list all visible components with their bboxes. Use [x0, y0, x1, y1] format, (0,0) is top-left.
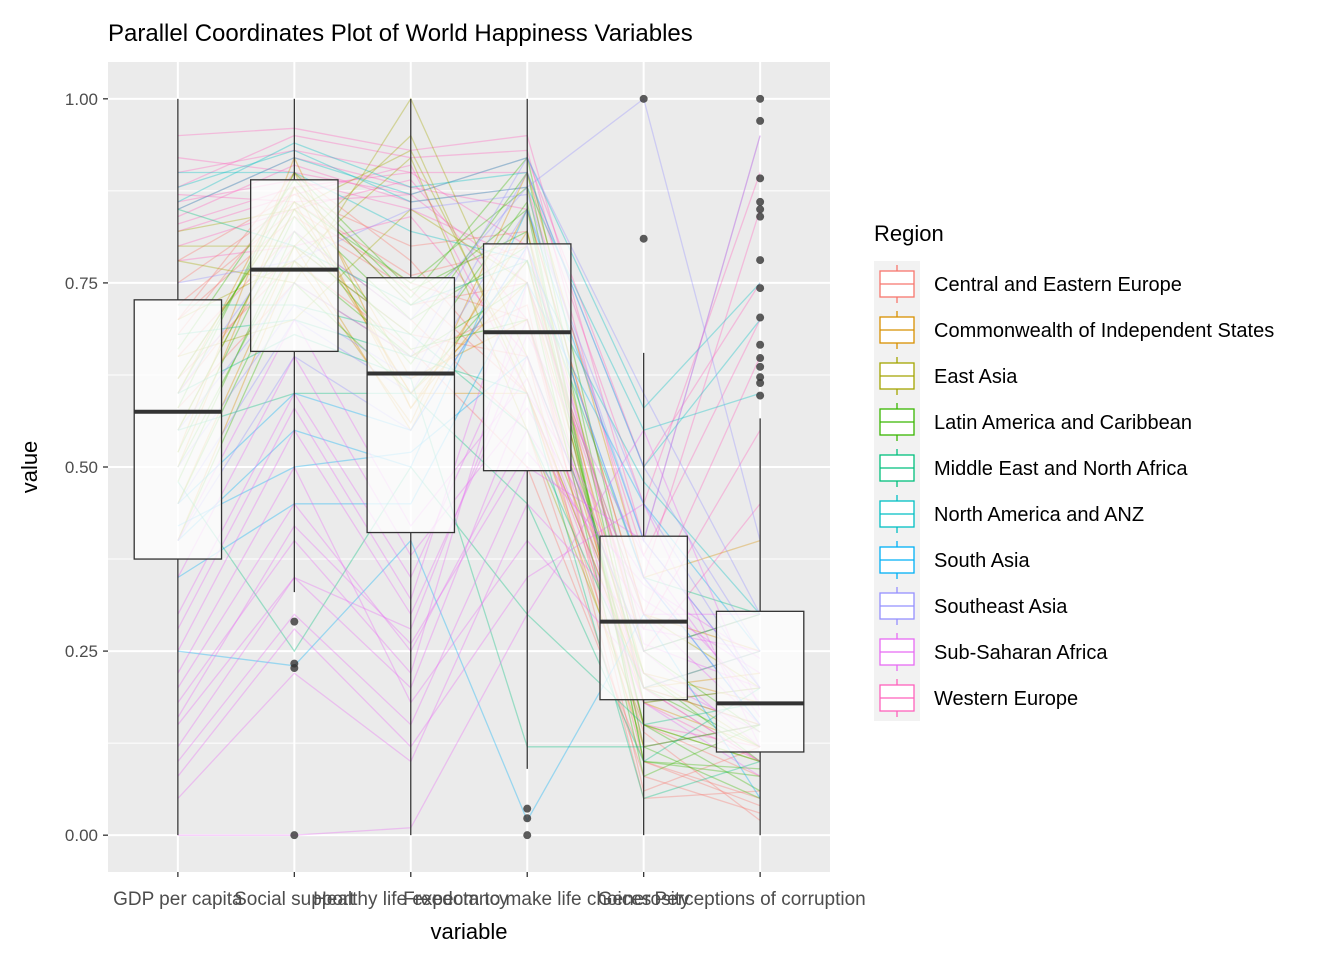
series-line — [177, 318, 761, 777]
outlier-point — [756, 391, 765, 400]
series-line — [177, 392, 761, 763]
legend-item: South Asia — [874, 537, 1031, 583]
legend-label: Southeast Asia — [934, 596, 1068, 618]
boxplot — [599, 94, 688, 836]
legend-item: East Asia — [874, 353, 1018, 399]
y-tick-label: 1.00 — [65, 90, 98, 109]
boxplot-box — [715, 610, 805, 753]
outlier-point — [756, 94, 765, 103]
y-tick-label: 0.25 — [65, 642, 98, 661]
outlier-point — [756, 205, 765, 214]
outlier-point — [756, 284, 765, 293]
y-tick-label: 0.75 — [65, 274, 98, 293]
boxplot-box — [599, 535, 688, 701]
outlier-point — [756, 373, 765, 382]
series-line — [177, 149, 761, 506]
legend-label: North America and ANZ — [934, 504, 1144, 526]
legend-item: Central and Eastern Europe — [874, 261, 1182, 307]
boxplot — [366, 98, 456, 836]
x-tick-label: Social support — [234, 889, 355, 910]
series-line — [177, 127, 761, 543]
legend-label: Commonwealth of Independent States — [934, 320, 1274, 342]
outlier-point — [523, 804, 532, 813]
x-tick-label: Generosity — [598, 889, 690, 910]
y-tick-label: 0.00 — [65, 826, 98, 845]
series-line — [177, 281, 761, 652]
boxplot — [133, 98, 223, 836]
boxplots — [133, 94, 805, 840]
legend-label: South Asia — [934, 550, 1031, 572]
outlier-point — [756, 116, 765, 125]
legend-label: Central and Eastern Europe — [934, 274, 1182, 296]
series-line — [177, 149, 761, 431]
x-tick-label: GDP per capita — [113, 889, 243, 910]
series-line — [177, 465, 761, 726]
legend-item: Middle East and North Africa — [874, 445, 1188, 491]
outlier-point — [756, 362, 765, 371]
legend-title: Region — [874, 221, 944, 246]
chart-title: Parallel Coordinates Plot of World Happi… — [108, 20, 693, 47]
series-line — [177, 156, 761, 469]
x-tick-label: Freedom to make life choices — [403, 889, 651, 910]
outlier-point — [290, 617, 299, 626]
legend-item: Commonwealth of Independent States — [874, 307, 1274, 353]
legend-item: North America and ANZ — [874, 491, 1144, 537]
outlier-point — [756, 212, 765, 221]
series-line — [177, 134, 761, 580]
y-axis-label: value — [17, 441, 42, 494]
legend-label: Western Europe — [934, 688, 1078, 710]
legend: Region Central and Eastern Europe Commonw… — [874, 221, 1274, 721]
legend-label: Latin America and Caribbean — [934, 412, 1192, 434]
outlier-point — [756, 197, 765, 206]
outlier-point — [523, 814, 532, 823]
outlier-point — [756, 313, 765, 322]
outlier-point — [756, 340, 765, 349]
legend-item: Western Europe — [874, 675, 1078, 721]
boxplot-box — [366, 277, 456, 534]
series-line — [177, 428, 761, 836]
boxplot — [250, 98, 339, 840]
x-tick-label: Perceptions of corruption — [655, 889, 866, 910]
outlier-point — [523, 831, 532, 840]
outlier-point — [756, 256, 765, 265]
boxplot — [715, 94, 805, 836]
outlier-point — [639, 94, 648, 103]
series-line — [177, 156, 761, 410]
boxplot-box — [482, 243, 572, 472]
x-tick-label: Healthy life expectancy — [313, 889, 509, 910]
outlier-point — [756, 379, 765, 388]
outlier-point — [290, 831, 299, 840]
series-line — [177, 171, 761, 615]
outlier-point — [756, 174, 765, 183]
legend-item: Sub-Saharan Africa — [874, 629, 1108, 675]
legend-item: Latin America and Caribbean — [874, 399, 1192, 445]
series-line — [177, 164, 761, 558]
outlier-point — [756, 354, 765, 363]
legend-label: East Asia — [934, 366, 1018, 388]
boxplot-box — [250, 179, 339, 353]
boxplot-box — [133, 299, 223, 560]
legend-label: Middle East and North Africa — [934, 458, 1188, 480]
series-line — [177, 142, 761, 469]
outlier-point — [290, 664, 299, 673]
y-axis-ticks: 0.00 0.25 0.50 0.75 1.00 — [65, 90, 108, 845]
x-axis-label: variable — [430, 919, 507, 944]
outlier-point — [639, 234, 648, 243]
legend-label: Sub-Saharan Africa — [934, 642, 1108, 664]
boxplot — [482, 98, 572, 840]
legend-item: Southeast Asia — [874, 583, 1068, 629]
y-tick-label: 0.50 — [65, 458, 98, 477]
